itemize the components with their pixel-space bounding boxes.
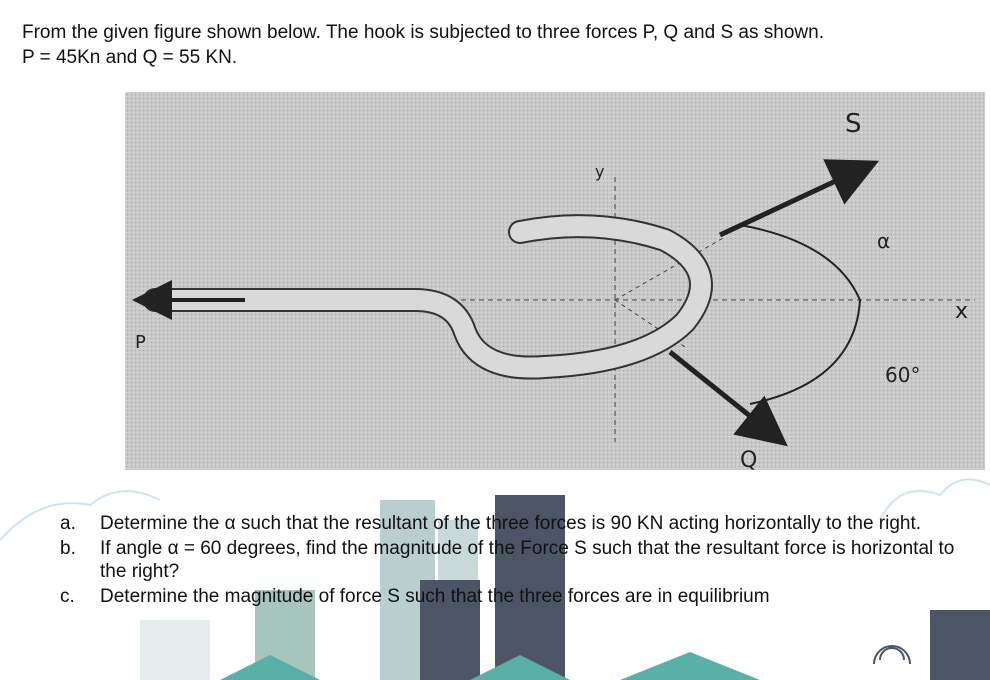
question-text: If angle α = 60 degrees, find the magnit…: [100, 538, 955, 582]
label-x: x: [955, 299, 968, 324]
intro-line: P = 45Kn and Q = 55 KN.: [22, 47, 238, 68]
label-alpha: α: [877, 229, 890, 253]
question-marker: b.: [60, 538, 76, 559]
label-y: y: [595, 162, 604, 181]
question: a. Determine the α such that the resultan…: [60, 512, 980, 535]
question-marker: c.: [60, 586, 75, 607]
label-s: S: [845, 109, 862, 139]
question-text: Determine the magnitude of force S such …: [100, 586, 770, 607]
question-marker: a.: [60, 513, 76, 534]
question: b. If angle α = 60 degrees, find the magn…: [60, 537, 980, 583]
intro-line: From the given figure shown below. The h…: [22, 22, 824, 43]
label-q: Q: [740, 448, 757, 470]
intro-text: From the given figure shown below. The h…: [22, 20, 824, 70]
label-angle: 60°: [885, 363, 920, 387]
label-p: P: [135, 332, 146, 353]
hook-figure: S y α x P 60° Q: [125, 92, 985, 470]
question-text: Determine the α such that the resultant …: [100, 513, 922, 534]
question-list: a. Determine the α such that the resultan…: [60, 512, 980, 610]
question: c. Determine the magnitude of force S suc…: [60, 585, 980, 608]
